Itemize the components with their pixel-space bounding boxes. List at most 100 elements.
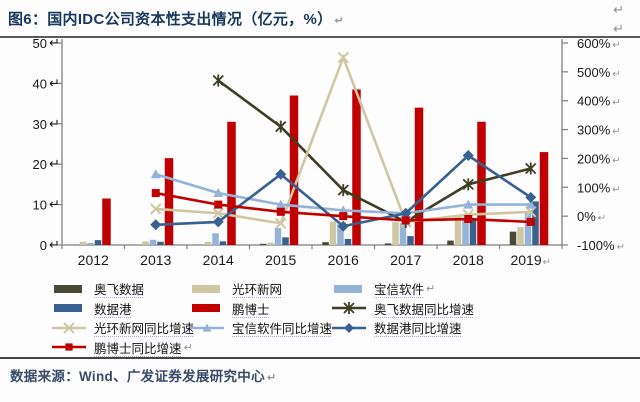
legend-swatch-icon	[334, 284, 362, 293]
x-axis-year-label: 2016	[328, 252, 359, 268]
bar-guanghuan-2013	[142, 241, 149, 245]
bar-guanghuan-2017	[392, 221, 399, 245]
legend-swatch-icon	[192, 284, 220, 293]
divider-top	[0, 36, 640, 38]
left-axis-tick-label: 50	[33, 38, 47, 51]
bar-pengboshi-2016	[352, 89, 361, 246]
data-source-text: 数据来源：Wind、广发证券发展研究中心	[10, 369, 265, 384]
bar-pengboshi-2012	[102, 198, 111, 245]
paragraph-mark-icon: ↵	[49, 38, 60, 50]
bar-baoxin-2016	[337, 223, 344, 245]
legend-diamond-icon	[332, 322, 366, 333]
x-axis-year-label: 2017	[390, 252, 421, 268]
left-axis-tick-label: 20	[33, 157, 47, 172]
x-axis-year-label: 2015	[265, 252, 296, 268]
left-axis-tick-label: 30	[33, 117, 47, 132]
legend-label: 光环新网	[232, 283, 283, 298]
legend-x-icon	[52, 322, 86, 334]
bar-series-pengboshi	[102, 89, 549, 246]
paragraph-mark-icon: ↵	[49, 116, 60, 131]
left-axis-tick-label: 0	[40, 238, 47, 253]
bar-shujugang-2016	[344, 238, 352, 245]
right-axis-tick-label: 0% ↵	[577, 209, 606, 224]
bar-series-shujugang	[94, 201, 539, 245]
line-series-pengboshi-yoy	[151, 189, 535, 226]
legend-label: 奥飞数据	[94, 283, 145, 298]
legend-label: 宝信软件	[374, 283, 425, 298]
chart-plot: 50 ↵40 ↵30 ↵20 ↵10 ↵0 ↵600% ↵500% ↵400% ↵300% ↵200…	[33, 38, 625, 268]
bar-pengboshi-2018	[477, 121, 486, 245]
paragraph-mark-icon: ↵	[334, 15, 344, 27]
legend-item-aofei-yoy: 奥飞数据同比增速	[332, 299, 474, 319]
bar-pengboshi-2015	[289, 95, 299, 246]
right-axis-tick-label: -100% ↵	[577, 238, 625, 253]
bar-baoxin-2014	[212, 233, 219, 245]
right-axis-tick-label: 500% ↵	[577, 65, 621, 80]
bar-series-guanghuan	[79, 216, 524, 245]
legend-item-baoxin: 宝信软件 ↵	[332, 279, 474, 299]
bar-shujugang-2015	[282, 237, 289, 245]
legend-item-pengboshi-yoy: 鹏博士同比增速 ↵	[52, 338, 193, 358]
bar-guanghuan-2012	[79, 241, 87, 245]
bar-pengboshi-2014	[227, 121, 236, 245]
line-series-baoxin-yoy	[150, 169, 536, 218]
bar-shujugang-2014	[219, 241, 227, 245]
paragraph-mark-icon: ↵	[49, 237, 60, 252]
figure-title: 图6：国内IDC公司资本性支出情况（亿元，%） ↵	[8, 8, 344, 29]
paragraph-mark-icon: ↵	[49, 75, 60, 90]
bar-baoxin-2012	[87, 242, 94, 245]
legend-swatch-icon	[54, 284, 82, 293]
legend-item-shujugang-yoy: 数据港同比增速	[332, 318, 474, 338]
bar-baoxin-2018	[462, 219, 469, 245]
bar-shujugang-2019	[532, 201, 539, 245]
paragraph-mark-icon: ↵	[613, 21, 624, 36]
paragraph-mark-icon: ↵	[49, 197, 60, 212]
bar-shujugang-2018	[469, 220, 477, 245]
legend-item-baoxin-yoy: 宝信软件同比增速	[190, 318, 332, 338]
bar-guanghuan-2016	[329, 221, 337, 245]
right-axis-tick-label: 200% ↵	[577, 151, 621, 166]
legend-label: 数据港同比增速	[374, 322, 462, 337]
paragraph-mark-icon: ↵	[183, 341, 193, 354]
paragraph-mark-icon: ↵	[426, 283, 436, 296]
bar-guanghuan-2019	[517, 227, 524, 245]
legend-item-pengboshi: 鹏博士	[190, 299, 332, 319]
bar-pengboshi-2013	[164, 158, 174, 245]
right-axis-tick-label: 600% ↵	[577, 38, 621, 51]
bar-aofei-2016	[322, 242, 329, 245]
x-axis-year-label: 2013	[140, 252, 171, 268]
bar-series-baoxin	[87, 211, 532, 245]
paragraph-mark-icon: ↵	[266, 372, 277, 384]
legend-label: 奥飞数据同比增速	[374, 302, 475, 317]
divider-bottom	[0, 357, 640, 359]
right-axis-tick-label: 100% ↵	[577, 180, 621, 195]
legend-label: 数据港	[94, 302, 132, 317]
bar-guanghuan-2014	[204, 241, 212, 245]
bar-baoxin-2019	[524, 211, 532, 245]
right-axis-tick-label: 400% ↵	[577, 94, 621, 109]
legend-label: 鹏博士同比增速	[94, 341, 182, 356]
legend-square-icon	[52, 343, 86, 351]
left-axis-tick-label: 10	[33, 198, 47, 213]
line-series-guanghuan-yoy	[150, 51, 537, 230]
paragraph-mark-icon: ↵	[49, 156, 60, 171]
legend-item-guanghuan: 光环新网	[190, 279, 332, 299]
right-axis-tick-label: 300% ↵	[577, 123, 621, 138]
bar-pengboshi-2017	[414, 107, 424, 245]
bar-guanghuan-2018	[454, 216, 462, 245]
chart-legend: 奥飞数据 光环新网 宝信软件 ↵ 数据港 鹏博士 奥飞数据同比增速 光环新网同比增速 宝信软件同…	[52, 279, 474, 357]
legend-item-guanghuan-yoy: 光环新网同比增速	[52, 318, 194, 338]
bar-baoxin-2017	[399, 223, 407, 245]
bar-shujugang-2013	[157, 241, 164, 245]
legend-label: 鹏博士	[232, 302, 270, 317]
legend-triangle-icon	[190, 323, 224, 332]
x-axis-year-label: 2012	[78, 252, 109, 268]
legend-item-shujugang: 数据港	[52, 299, 190, 319]
bar-guanghuan-2015	[267, 242, 274, 245]
bar-shujugang-2012	[94, 240, 102, 245]
legend-swatch-icon	[54, 304, 82, 313]
legend-item-aofei: 奥飞数据	[52, 279, 190, 299]
legend-label: 宝信软件同比增速	[232, 322, 333, 337]
legend-swatch-icon	[192, 304, 220, 313]
bar-aofei-2015	[259, 243, 267, 245]
